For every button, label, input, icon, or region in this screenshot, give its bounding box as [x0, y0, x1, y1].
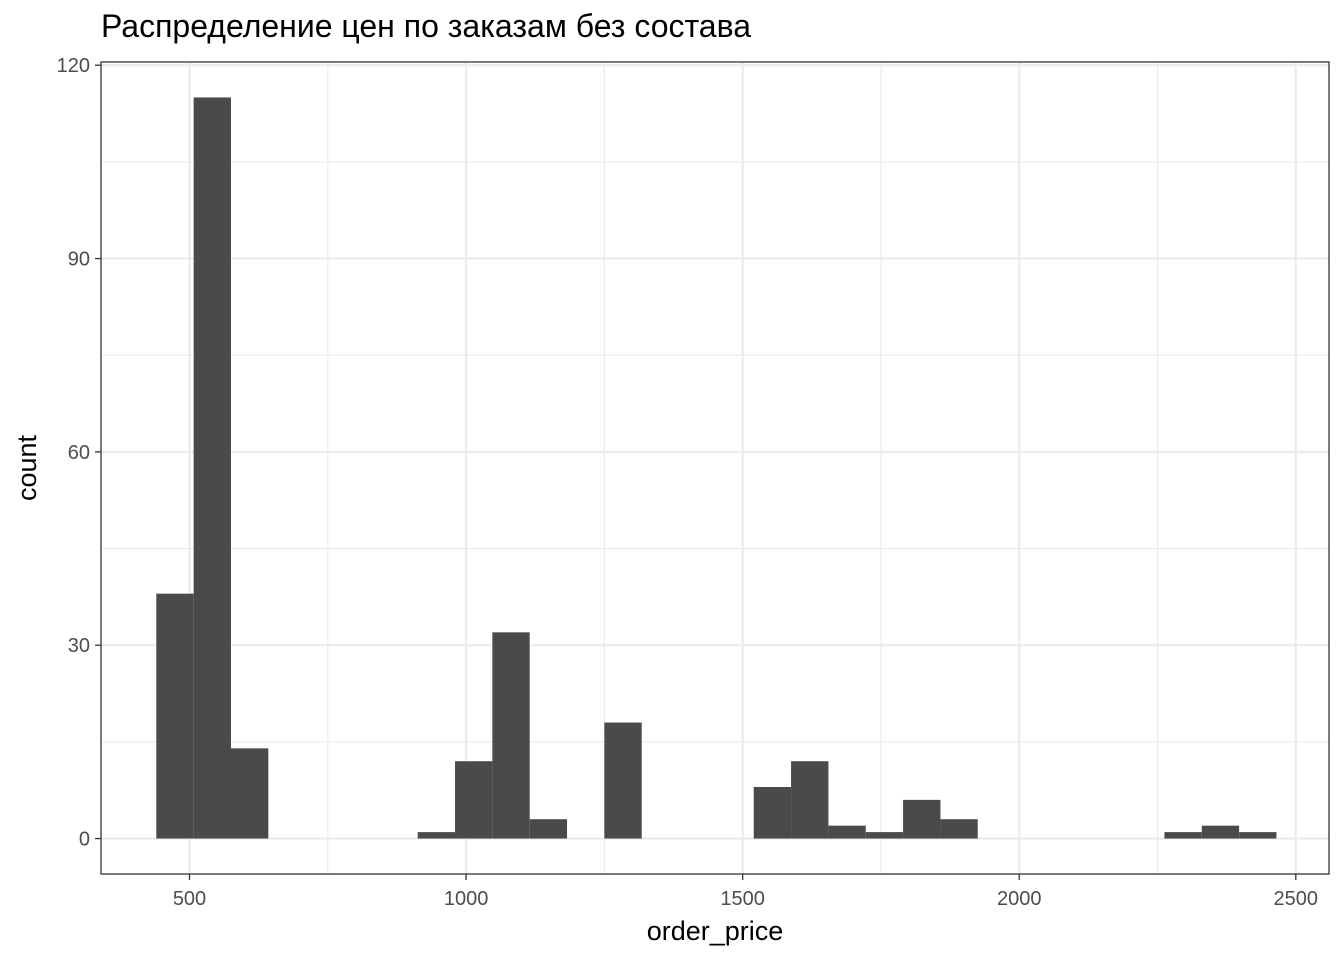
histogram-bar [417, 832, 456, 839]
y-tick-label: 30 [68, 635, 90, 657]
histogram-bar [604, 722, 642, 839]
histogram-bar [791, 761, 829, 839]
x-tick-label: 1500 [720, 888, 765, 910]
plot-panel-border [100, 61, 1330, 875]
major-gridlines [101, 62, 1329, 874]
histogram-bar [1239, 832, 1277, 839]
histogram-bar [455, 761, 493, 839]
plot-panel-background [101, 62, 1329, 874]
histogram-bar [1164, 832, 1202, 839]
x-axis: 500 1000 1500 2000 2500 [173, 874, 1318, 910]
histogram-bar [940, 819, 978, 839]
y-tick-label: 0 [79, 829, 90, 851]
histogram-bar [828, 825, 866, 839]
histogram-bar [903, 799, 941, 839]
y-tick-label: 90 [68, 249, 90, 271]
chart-title: Распределение цен по заказам без состава [101, 8, 752, 44]
histogram-bar [753, 787, 792, 839]
x-tick-label: 2500 [1274, 888, 1319, 910]
y-tick-label: 120 [57, 55, 90, 77]
histogram-bar [865, 832, 904, 839]
histogram-bar [529, 819, 568, 839]
histogram-bars [156, 97, 1277, 839]
y-tick-label: 60 [68, 442, 90, 464]
histogram-bar [492, 632, 530, 839]
histogram-bar [230, 748, 269, 839]
y-axis-title: count [12, 434, 42, 501]
histogram-bar [156, 593, 194, 839]
x-tick-label: 500 [173, 888, 206, 910]
histogram-bar [193, 97, 231, 839]
x-tick-label: 2000 [997, 888, 1042, 910]
histogram-bar [1201, 825, 1240, 839]
x-axis-title: order_price [647, 916, 784, 946]
x-tick-label: 1000 [444, 888, 489, 910]
minor-gridlines [101, 62, 1329, 874]
y-axis: 0 30 60 90 120 [57, 55, 101, 851]
